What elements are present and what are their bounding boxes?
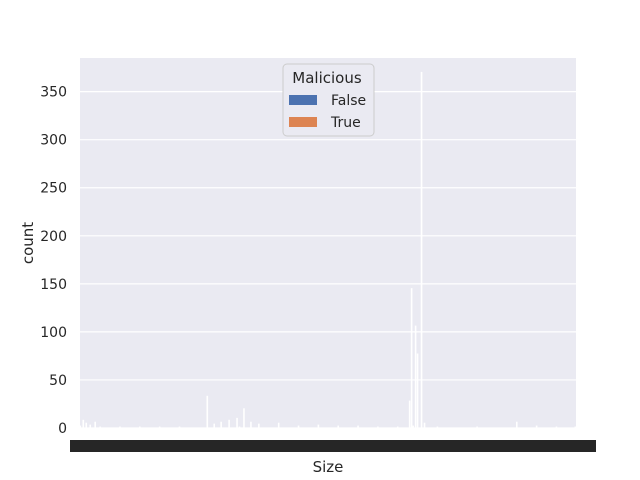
bar-false bbox=[337, 425, 340, 429]
legend-label-true: True bbox=[330, 115, 361, 131]
grid-lines bbox=[80, 91, 576, 429]
bar-false bbox=[243, 408, 245, 429]
bar-false bbox=[213, 423, 216, 429]
bar-false bbox=[85, 422, 88, 429]
y-axis-label: count bbox=[19, 222, 37, 264]
bar-false bbox=[236, 417, 238, 429]
legend-swatch-true bbox=[289, 117, 317, 127]
bar-false bbox=[555, 426, 558, 429]
bar-false bbox=[410, 288, 413, 429]
bar-false bbox=[89, 424, 92, 429]
legend-label-false: False bbox=[331, 93, 366, 109]
bar-false bbox=[158, 426, 161, 429]
y-tick-label: 50 bbox=[49, 373, 67, 389]
x-axis-label: Size bbox=[313, 458, 344, 476]
bar-false bbox=[139, 426, 141, 429]
bar-false bbox=[119, 426, 121, 429]
bar-false bbox=[250, 421, 252, 429]
bar-false bbox=[414, 325, 417, 429]
bar-false bbox=[317, 424, 320, 429]
bar-false bbox=[408, 400, 411, 429]
bar-true bbox=[238, 426, 241, 429]
legend-swatch-false bbox=[289, 95, 317, 105]
bar-false bbox=[178, 426, 181, 429]
bar-false bbox=[574, 426, 577, 429]
bar-false bbox=[436, 426, 439, 429]
bar-false bbox=[416, 353, 419, 429]
x-tick-labels bbox=[70, 440, 596, 452]
y-tick-labels: 0 50 100 150 200 250 300 350 bbox=[40, 85, 67, 437]
y-tick-label: 350 bbox=[40, 85, 67, 101]
bar-false bbox=[476, 426, 478, 429]
bar-false bbox=[515, 421, 518, 429]
legend: Malicious False True bbox=[282, 63, 375, 137]
y-tick-label: 150 bbox=[40, 277, 67, 293]
bar-false bbox=[396, 426, 399, 429]
bars bbox=[79, 71, 577, 429]
bar-false bbox=[258, 423, 260, 429]
y-tick-label: 0 bbox=[58, 421, 67, 437]
bar-false bbox=[420, 71, 423, 429]
y-tick-label: 200 bbox=[40, 229, 67, 245]
y-tick-label: 300 bbox=[40, 133, 67, 149]
bar-false bbox=[277, 422, 280, 429]
x-tick-label-band bbox=[70, 440, 596, 452]
bar-false bbox=[79, 425, 82, 429]
bar-false bbox=[377, 426, 379, 429]
bar-false bbox=[228, 419, 230, 429]
bar-false bbox=[220, 421, 222, 429]
bar-false bbox=[423, 422, 426, 429]
bar-true bbox=[412, 425, 414, 429]
bar-false bbox=[535, 425, 538, 429]
bar-false bbox=[297, 425, 300, 429]
bar-false bbox=[99, 426, 101, 429]
legend-title: Malicious bbox=[292, 69, 362, 87]
bar-false bbox=[82, 419, 85, 429]
bar-false bbox=[357, 425, 359, 429]
bar-false bbox=[94, 421, 96, 429]
y-tick-label: 250 bbox=[40, 181, 67, 197]
bar-false bbox=[206, 395, 209, 429]
y-tick-label: 100 bbox=[40, 325, 67, 341]
